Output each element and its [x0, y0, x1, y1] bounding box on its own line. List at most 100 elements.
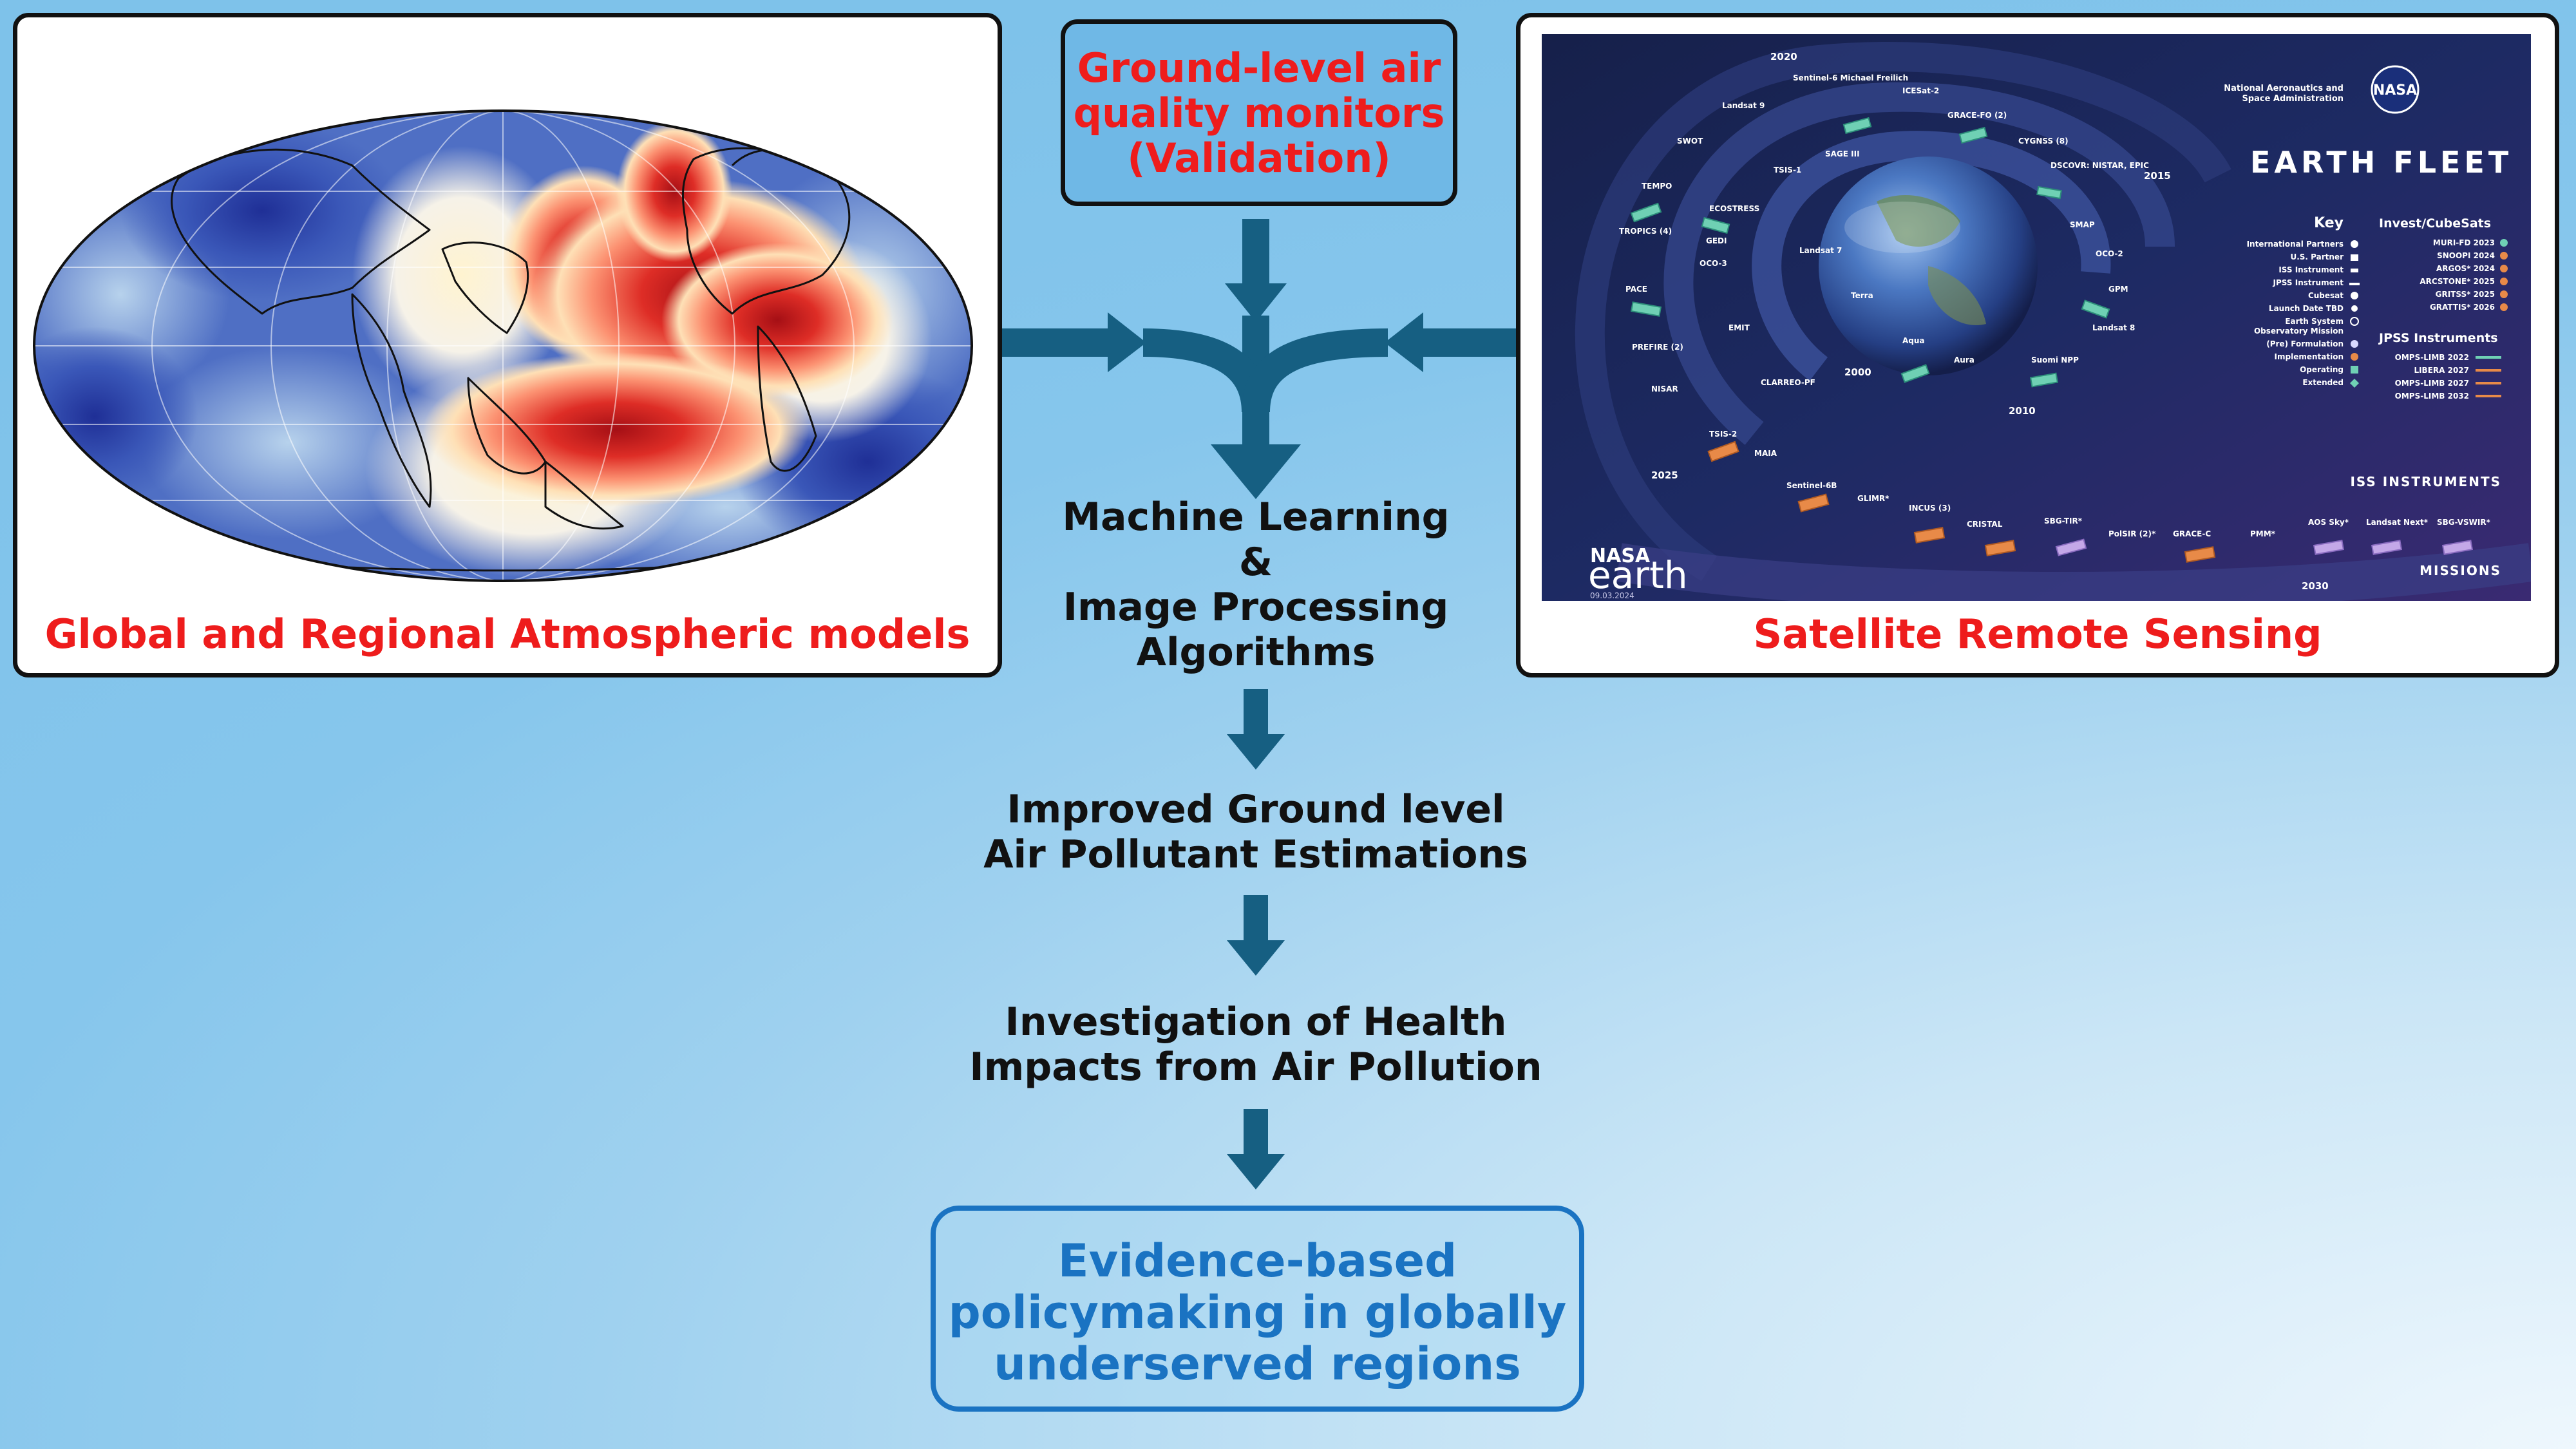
key-swatch [2351, 292, 2358, 299]
arrow-right-curve [1242, 328, 1388, 413]
cubesat-item: ARCSTONE* 2025 [2420, 277, 2495, 286]
poster-date: 09.03.2024 [1590, 591, 1634, 600]
cubesat-item: GRATTIS* 2026 [2430, 303, 2495, 312]
satellite-label: GRACE-FO (2) [1947, 111, 2007, 120]
key-item: Extended [2302, 378, 2344, 387]
ground-monitors-line: (Validation) [1127, 135, 1391, 182]
satellite-label: ICESat-2 [1902, 86, 1939, 95]
nasa-logo-icon [2371, 65, 2420, 114]
agency-line-1: National Aeronautics and [2224, 84, 2344, 93]
satellite-label: Landsat 9 [1722, 101, 1765, 110]
ml-line: Machine Learning [1062, 495, 1450, 540]
key-item: Observatory Mission [2254, 327, 2344, 336]
key-swatch [2351, 305, 2358, 312]
satellite-label: Sentinel-6 Michael Freilich [1793, 73, 1908, 82]
improved-line: Air Pollutant Estimations [983, 832, 1528, 877]
key-swatch [2350, 317, 2359, 326]
key-item: JPSS Instrument [2273, 278, 2344, 287]
jpss-heading: JPSS Instruments [2378, 331, 2498, 345]
cubesat-item: SNOOPI 2024 [2437, 251, 2495, 260]
satellite-label: MAIA [1754, 449, 1777, 458]
satellite-label: SAGE III [1825, 149, 1860, 158]
health-line: Investigation of Health [1005, 999, 1507, 1045]
key-swatch [2349, 283, 2360, 285]
improved-estimations-step: Improved Ground level Air Pollutant Esti… [934, 787, 1578, 877]
satellite-label: OCO-2 [2096, 249, 2123, 258]
key-item: Implementation [2275, 352, 2344, 361]
arrow-ground-shaft [1242, 219, 1269, 290]
evidence-line: Evidence-based [1057, 1235, 1457, 1287]
key-swatch [2351, 340, 2358, 348]
key-item: (Pre) Formulation [2266, 339, 2344, 348]
satellite-label: CRISTAL [1967, 520, 2003, 529]
satellite-label: Aura [1954, 355, 1975, 365]
earth-fleet-poster: 2020 2015 2010 2000 2025 2030 Sentinel-6… [1542, 34, 2531, 601]
satellite-label: CLARREO-PF [1761, 378, 1815, 387]
satellite-label: EMIT [1728, 323, 1750, 332]
arrow-left-head [1108, 312, 1146, 372]
key-heading: Key [2314, 215, 2344, 231]
global-concentration-map [33, 109, 973, 582]
jpss-item: OMPS-LIMB 2032 [2395, 392, 2469, 401]
atmospheric-models-label: Global and Regional Atmospheric models [44, 611, 971, 658]
arrow-right-head [1385, 312, 1423, 372]
health-impacts-step: Investigation of Health Impacts from Air… [914, 999, 1597, 1090]
satellite-label: Landsat Next* [2366, 518, 2429, 527]
satellite-label: CYGNSS (8) [2018, 137, 2069, 146]
satellite-label: GLIMR* [1857, 494, 1889, 503]
cubesats-heading: Invest/CubeSats [2379, 216, 2491, 231]
satellite-label: INCUS (3) [1909, 504, 1951, 513]
arrow-left-shaft [1002, 328, 1112, 357]
satellite-label: Landsat 7 [1799, 246, 1842, 255]
satellite-label: NISAR [1651, 384, 1678, 393]
poster-title: EARTH FLEET [2250, 145, 2512, 180]
satellite-label: SBG-TIR* [2044, 516, 2083, 526]
satellite-label: Terra [1851, 291, 1873, 300]
satellite-label: TROPICS (4) [1619, 227, 1672, 236]
jpss-item: LIBERA 2027 [2414, 366, 2469, 375]
missions-heading: MISSIONS [2420, 563, 2501, 578]
evidence-line: underserved regions [994, 1338, 1521, 1390]
arrow-right-shaft [1417, 328, 1516, 357]
key-swatch [2351, 366, 2358, 374]
satellite-label: 2025 [1651, 469, 1678, 481]
arrow-left-curve [1142, 328, 1270, 413]
arrow-trunk-head [1211, 444, 1301, 499]
satellite-label: SBG-VSWIR* [2437, 518, 2491, 527]
ml-step: Machine Learning & Image Processing Algo… [966, 495, 1546, 675]
ml-line: Algorithms [1136, 630, 1376, 675]
satellite-label: GPM [2108, 285, 2128, 294]
key-swatch [2351, 353, 2358, 361]
satellite-remote-sensing-panel: 2020 2015 2010 2000 2025 2030 Sentinel-6… [1516, 13, 2559, 677]
arrow-ground-head [1225, 283, 1287, 322]
satellite-label: 2020 [1770, 51, 1797, 62]
satellite-label: PMM* [2250, 529, 2276, 538]
improved-line: Improved Ground level [1007, 787, 1505, 832]
ml-line: Image Processing [1063, 585, 1449, 630]
arrow-trunk-shaft [1242, 316, 1269, 451]
health-line: Impacts from Air Pollution [969, 1045, 1542, 1090]
atmospheric-models-panel [13, 13, 1002, 677]
key-item: ISS Instrument [2278, 265, 2344, 274]
key-swatch [2351, 269, 2358, 272]
key-item: Earth System [2285, 317, 2344, 326]
satellite-label: Aqua [1902, 336, 1925, 345]
evidence-policymaking-box: Evidence-based policymaking in globally … [931, 1206, 1584, 1412]
satellite-label: PACE [1625, 285, 1647, 294]
satellite-label: TSIS-2 [1709, 430, 1737, 439]
satellite-label: 2010 [2009, 405, 2036, 417]
cubesat-item: ARGOS* 2024 [2436, 264, 2495, 273]
arrow-3-shaft [1244, 895, 1268, 947]
satellite-label: Landsat 8 [2092, 323, 2135, 332]
jpss-item: OMPS-LIMB 2022 [2395, 353, 2469, 362]
evidence-line: policymaking in globally [948, 1286, 1567, 1339]
satellite-label: SMAP [2070, 220, 2095, 229]
satellite-label: GRACE-C [2173, 529, 2211, 538]
arrow-2-head [1227, 734, 1285, 770]
key-swatch [2350, 379, 2359, 388]
ground-monitors-line: Ground-level air [1077, 44, 1441, 91]
satellite-label: PolSIR (2)* [2108, 529, 2156, 538]
satellite-label: Suomi NPP [2031, 355, 2079, 365]
key-item: Launch Date TBD [2269, 304, 2344, 313]
satellite-label: OCO-3 [1700, 259, 1727, 268]
